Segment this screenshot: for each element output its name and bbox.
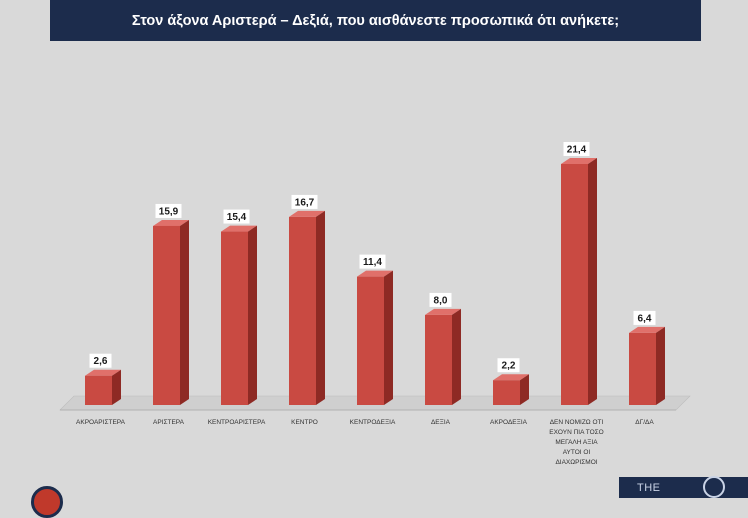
bar <box>425 314 452 405</box>
bar <box>153 225 180 405</box>
data-label-box <box>223 209 250 224</box>
category-label: ΔΙΑΧΩΡΙΣΜΟΙ <box>555 459 597 466</box>
bar <box>85 375 112 405</box>
bar <box>561 164 588 405</box>
bar-side <box>112 369 121 405</box>
category-label: ΜΕΓΑΛΗ ΑΞΙΑ <box>555 439 598 446</box>
bar-top <box>561 158 597 164</box>
data-label-box <box>563 142 590 156</box>
bar-top <box>425 308 461 315</box>
category-label: ΑΚΡΟΑΡΙΣΤΕΡΑ <box>76 419 126 426</box>
data-label: 2,2 <box>502 361 516 372</box>
bar-side <box>520 374 529 405</box>
bar-side <box>588 158 597 405</box>
bar-top <box>221 225 257 232</box>
bar-side <box>316 210 325 405</box>
data-label-box <box>155 203 182 218</box>
category-label: ΚΕΝΤΡΟ <box>291 419 318 426</box>
bar-top <box>493 374 529 381</box>
title-banner: Στον άξονα Αριστερά – Δεξιά, που αισθάνε… <box>50 0 701 41</box>
category-label: ΔΕΝ ΝΟΜΙΖΩ ΟΤΙ <box>550 419 604 426</box>
category-label: ΚΕΝΤΡΟΑΡΙΣΤΕΡΑ <box>208 419 266 426</box>
bar <box>493 380 520 405</box>
data-label: 21,4 <box>567 145 587 156</box>
bar <box>357 276 384 405</box>
bar-side <box>384 270 393 405</box>
bar-top <box>357 270 393 277</box>
bar-side <box>180 219 189 405</box>
data-label-box <box>497 358 520 373</box>
data-label: 6,4 <box>638 313 652 324</box>
bar-top <box>153 219 189 226</box>
bar-top <box>85 369 121 376</box>
data-label: 15,4 <box>227 212 247 223</box>
category-label: ΔΕΞΙΑ <box>431 419 451 426</box>
category-label: ΑΚΡΟΔΕΞΙΑ <box>490 419 528 426</box>
category-label: ΔΓ/ΔΑ <box>635 419 654 426</box>
data-label: 11,4 <box>363 257 382 268</box>
category-label: ΑΥΤΟΙ ΟΙ <box>563 449 591 456</box>
category-label: ΕΧΟΥΝ ΠΙΑ ΤΟΣΟ <box>549 429 604 436</box>
data-label-box <box>89 353 112 368</box>
data-label: 16,7 <box>295 197 315 208</box>
data-label-box <box>633 310 656 325</box>
bar-top <box>629 326 665 333</box>
bar-side <box>656 326 665 405</box>
logo-right: THE <box>619 476 748 498</box>
data-label: 2,6 <box>94 356 108 367</box>
logo-right-text: THE <box>637 482 661 494</box>
category-label: ΚΕΝΤΡΟΔΕΞΙΑ <box>350 419 396 426</box>
bar-top <box>289 210 325 217</box>
data-label: 8,0 <box>434 295 448 306</box>
bar <box>629 332 656 405</box>
bar-side <box>452 308 461 405</box>
data-label: 15,9 <box>159 206 179 217</box>
logo-ring-icon <box>703 476 725 498</box>
bar <box>221 231 248 405</box>
data-label-box <box>429 292 452 307</box>
data-label-box <box>291 194 318 209</box>
chart-title: Στον άξονα Αριστερά – Δεξιά, που αισθάνε… <box>131 12 620 29</box>
bar <box>289 216 316 405</box>
category-label: ΑΡΙΣΤΕΡΑ <box>153 419 185 426</box>
bar-chart: 2,6 ΑΚΡΟΑΡΙΣΤΕΡΑ 15,9 ΑΡΙΣΤΕΡΑ 15,4 ΚΕΝΤΡΟΑΡΙ… <box>59 142 691 466</box>
data-label-box <box>359 254 386 269</box>
logo-left <box>31 486 63 518</box>
bar-side <box>248 225 257 405</box>
